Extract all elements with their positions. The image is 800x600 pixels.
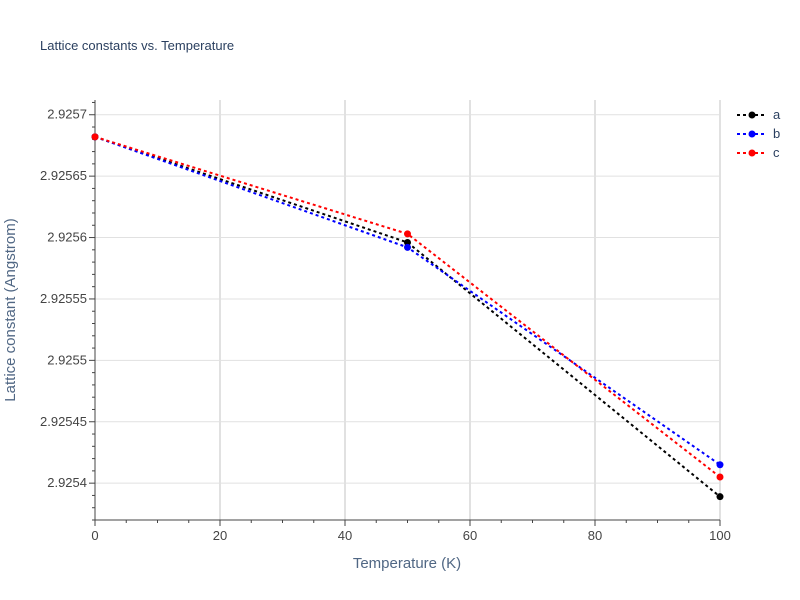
data-point-c[interactable] — [716, 473, 724, 481]
y-tick-label: 2.9255 — [47, 352, 87, 367]
x-tick-label: 80 — [588, 528, 602, 543]
legend-label: c — [773, 145, 780, 160]
x-tick-label: 20 — [213, 528, 227, 543]
series-line-c — [94, 135, 721, 478]
x-tick-label: 0 — [91, 528, 98, 543]
x-tick-label: 40 — [338, 528, 352, 543]
legend-label: b — [773, 126, 780, 141]
x-tick-label: 60 — [463, 528, 477, 543]
legend-item-c[interactable]: c — [737, 145, 780, 160]
legend-swatch-marker — [748, 149, 756, 157]
series-line-a — [94, 135, 721, 498]
data-point-a[interactable] — [404, 238, 411, 246]
chart-title: Lattice constants vs. Temperature — [40, 38, 234, 53]
y-tick-label: 2.9257 — [47, 107, 87, 122]
y-axis-title: Lattice constant (Angstrom) — [2, 218, 19, 401]
legend-swatch-marker — [748, 130, 756, 138]
y-tick-label: 2.92555 — [40, 291, 87, 306]
x-ticks: 0 20 40 60 80 100 — [91, 520, 731, 543]
y-tick-label: 2.92565 — [40, 168, 87, 183]
legend-item-b[interactable]: b — [737, 126, 780, 141]
legend-item-a[interactable]: a — [737, 107, 781, 122]
y-tick-label: 2.9254 — [47, 475, 87, 490]
legend-swatch-marker — [748, 111, 756, 119]
legend[interactable]: abc — [737, 107, 781, 160]
legend-label: a — [773, 107, 781, 122]
x-axis-title: Temperature (K) — [353, 555, 461, 572]
y-tick-label: 2.9256 — [47, 230, 87, 245]
x-tick-label: 100 — [709, 528, 731, 543]
data-point-c[interactable] — [404, 230, 411, 238]
y-ticks: 2.9254 2.92545 2.9255 2.92555 2.9256 2.92565 2… — [40, 101, 95, 521]
series-layer — [91, 133, 724, 501]
data-point-a[interactable] — [716, 493, 724, 501]
grid — [95, 100, 721, 520]
data-point-b[interactable] — [716, 461, 724, 469]
y-tick-label: 2.92545 — [40, 414, 87, 429]
data-point-b[interactable] — [404, 243, 411, 251]
data-point-c[interactable] — [91, 133, 99, 141]
